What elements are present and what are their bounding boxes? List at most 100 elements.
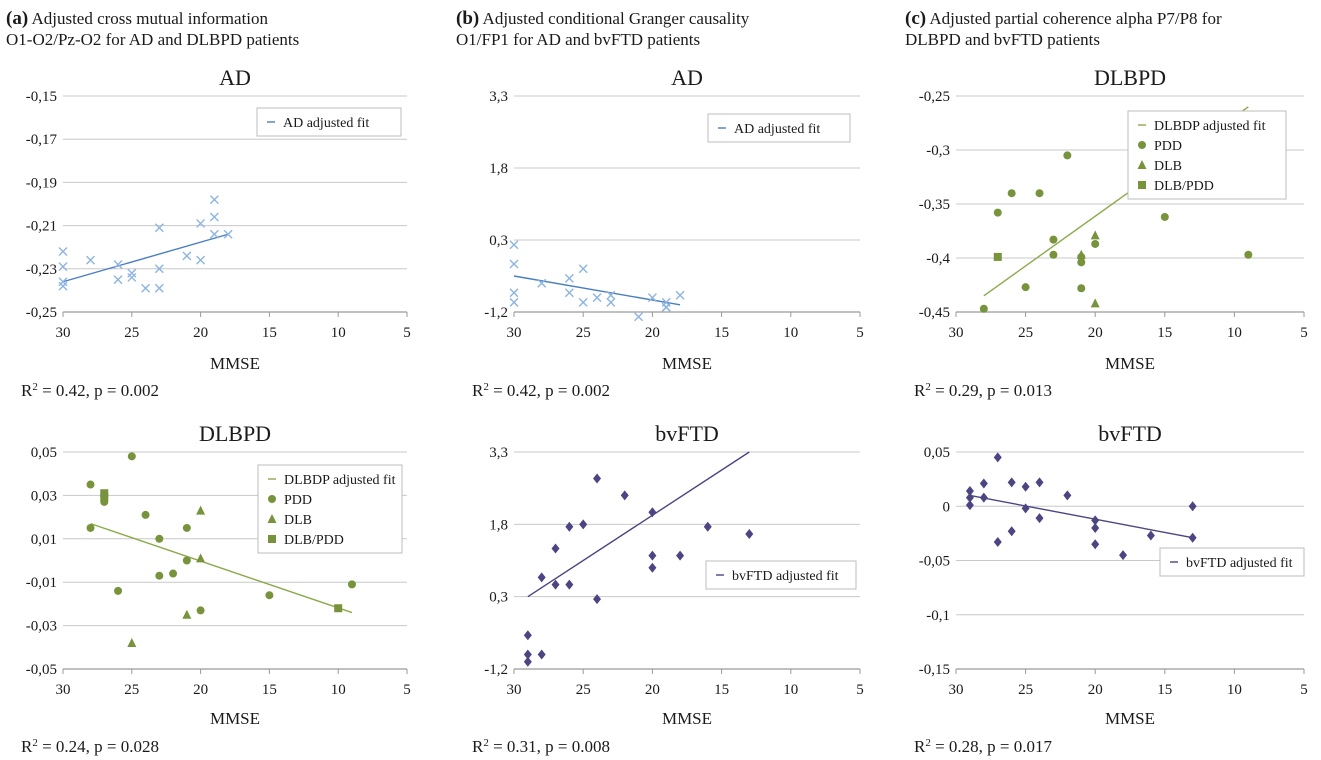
x-tick-label: 30 <box>949 325 964 341</box>
data-point-bvftd <box>1007 526 1016 537</box>
data-point-ad-b <box>86 255 96 265</box>
legend-label: DLB/PDD <box>1154 179 1214 194</box>
data-point-ad-b <box>509 288 519 298</box>
data-point-bvftd <box>993 537 1002 548</box>
panel-b-title-line1: Adjusted conditional Granger causality <box>482 9 750 28</box>
data-point-ad-b <box>58 277 68 287</box>
r-squared-stat: R2 = 0.24, p = 0.028 <box>21 737 159 756</box>
legend-label: bvFTD adjusted fit <box>1186 556 1293 571</box>
r-squared-stat: R2 = 0.29, p = 0.013 <box>914 381 1052 400</box>
y-tick-label: -1,2 <box>484 305 508 321</box>
panel-a-title-line2: O1-O2/Pz-O2 for AD and DLBPD patients <box>6 30 300 49</box>
legend-label: PDD <box>284 493 312 508</box>
data-point-dlb-pdd <box>100 493 109 502</box>
chart-title: DLBPD <box>1094 65 1166 90</box>
data-point-ad-b <box>127 272 137 282</box>
data-point-pdd <box>182 556 191 565</box>
data-point-bvftd <box>523 630 532 641</box>
data-point-ad-b <box>154 283 164 293</box>
y-tick-label: -0,15 <box>26 89 57 105</box>
data-point-pdd <box>1077 284 1086 293</box>
y-tick-label: 0,3 <box>489 590 508 606</box>
panel-c-title-line2: DLBPD and bvFTD patients <box>905 30 1101 49</box>
data-point-pdd <box>993 208 1002 217</box>
data-point-ad-b <box>127 268 137 278</box>
y-tick-label: 1,8 <box>489 161 508 177</box>
data-point-pdd <box>1021 283 1030 292</box>
data-point-ad-b <box>196 255 206 265</box>
chart-panel-1: AD -0,15 -0,17 -0,19 -0,21 -0,23 -0,25 30 25 20 15… <box>21 65 411 400</box>
data-point-ad-b <box>196 218 206 228</box>
legend-label: bvFTD adjusted fit <box>732 569 839 584</box>
data-point-bvftd <box>965 500 974 511</box>
fit-line <box>527 451 750 598</box>
chart-title: DLBPD <box>199 421 271 446</box>
data-point-pdd <box>347 580 356 589</box>
legend-marker-swatch <box>268 495 276 503</box>
data-point-ad-b <box>113 275 123 285</box>
legend-label: DLBDP adjusted fit <box>284 473 396 488</box>
fit-line <box>513 275 681 306</box>
panel-c-title: (c) Adjusted partial coherence alpha P7/… <box>905 8 1222 50</box>
x-tick-label: 20 <box>645 325 660 341</box>
x-tick-label: 15 <box>714 325 729 341</box>
legend-label: AD adjusted fit <box>734 122 820 137</box>
r-squared-stat: R2 = 0.42, p = 0.002 <box>21 381 159 400</box>
data-point-dlb <box>182 609 192 619</box>
data-point-bvftd <box>676 550 685 561</box>
chart-title: bvFTD <box>1098 421 1162 446</box>
data-point-dlb <box>1076 249 1086 259</box>
chart-panel-2: AD 3,3 1,8 0,3 -1,2 30 25 20 15 10 5 MMSE R2 = 0.42,… <box>472 65 864 400</box>
y-tick-label: 0,3 <box>489 233 508 249</box>
panel-b-title-line2: O1/FP1 for AD and bvFTD patients <box>456 30 701 49</box>
legend-box <box>257 464 403 554</box>
panel-a-title-line1: Adjusted cross mutual information <box>31 9 269 28</box>
x-axis-label: MMSE <box>1105 709 1155 728</box>
x-tick-label: 25 <box>124 325 139 341</box>
data-point-ad-b <box>141 283 151 293</box>
data-point-ad-b <box>509 259 519 269</box>
data-point-bvftd <box>1021 503 1030 514</box>
x-tick-label: 30 <box>507 325 522 341</box>
x-tick-label: 5 <box>1300 325 1308 341</box>
data-point-dlb <box>196 505 206 515</box>
data-point-bvftd <box>537 572 546 583</box>
data-point-bvftd <box>1119 550 1128 561</box>
panel-a-title: (a) Adjusted cross mutual information O1… <box>6 8 299 50</box>
data-point-ad-b <box>209 212 219 222</box>
data-point-pdd <box>127 452 136 461</box>
data-point-ad-b <box>154 223 164 233</box>
data-point-bvftd <box>1188 532 1197 543</box>
data-point-pdd <box>169 569 178 578</box>
x-tick-label: 25 <box>1018 325 1033 341</box>
data-point-bvftd <box>965 486 974 497</box>
data-point-pdd <box>1049 250 1058 259</box>
x-tick-label: 10 <box>1227 682 1242 698</box>
data-point-ad-b <box>509 297 519 307</box>
y-tick-label: -0,45 <box>919 305 950 321</box>
data-point-bvftd <box>648 562 657 573</box>
x-tick-label: 20 <box>1088 682 1103 698</box>
y-tick-label: 3,3 <box>489 445 508 461</box>
legend-box <box>256 107 402 137</box>
x-tick-label: 30 <box>949 682 964 698</box>
legend-marker-swatch <box>1137 160 1147 169</box>
data-point-ad-b <box>209 195 219 205</box>
legend-box <box>1159 547 1305 577</box>
y-tick-label: -0,4 <box>926 251 950 267</box>
x-tick-label: 10 <box>783 682 798 698</box>
y-tick-label: 0,01 <box>31 532 57 548</box>
x-tick-label: 5 <box>856 325 864 341</box>
data-point-pdd <box>979 304 988 313</box>
x-tick-label: 25 <box>576 325 591 341</box>
data-point-ad-b <box>509 240 519 250</box>
data-point-ad-b <box>578 264 588 274</box>
x-tick-label: 5 <box>403 325 411 341</box>
x-tick-label: 30 <box>507 682 522 698</box>
x-tick-label: 15 <box>714 682 729 698</box>
data-point-bvftd <box>565 579 574 590</box>
y-tick-label: -0,25 <box>919 89 950 105</box>
chart-title: AD <box>219 65 251 90</box>
data-point-bvftd <box>745 528 754 539</box>
data-point-ad-b <box>564 273 574 283</box>
